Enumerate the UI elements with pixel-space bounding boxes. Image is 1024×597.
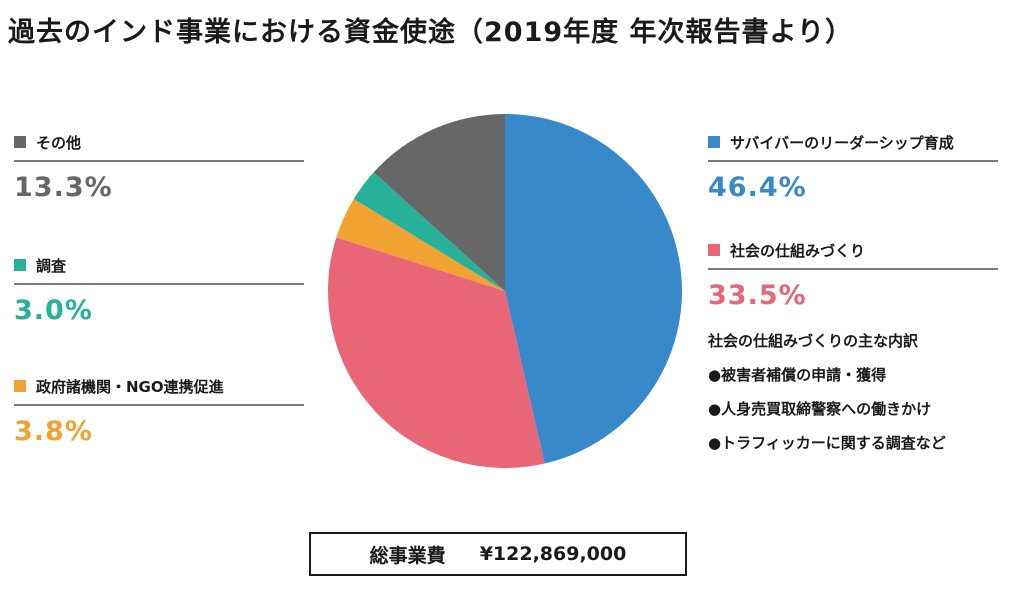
- legend-swatch-leadership: [708, 136, 720, 148]
- legend-entry-research: 調査 3.0%: [14, 253, 304, 326]
- legend-divider: [708, 160, 998, 162]
- legend-label-social-system: 社会の仕組みづくり: [730, 241, 866, 260]
- pie-slice-other: [373, 114, 505, 291]
- legend-swatch-other: [14, 136, 26, 148]
- total-cost-label: 総事業費: [369, 544, 446, 567]
- breakdown-title: 社会の仕組みづくりの主な内訳: [708, 332, 919, 350]
- pie-slice-leadership: [505, 114, 682, 464]
- legend-swatch-government: [14, 380, 26, 392]
- total-cost-amount: ¥122,869,000: [479, 543, 627, 565]
- legend-label-other: その他: [36, 133, 82, 152]
- legend-swatch-social-system: [708, 244, 720, 256]
- legend-label-government: 政府諸機関・NGO連携促進: [36, 377, 224, 396]
- legend-swatch-research: [14, 259, 26, 271]
- legend-entry-government: 政府諸機関・NGO連携促進 3.8%: [14, 374, 304, 447]
- breakdown-item: ●被害者補償の申請・獲得: [708, 366, 887, 384]
- legend-value-research: 3.0%: [14, 295, 93, 326]
- legend-divider: [14, 283, 304, 285]
- pie-slice-research: [353, 172, 505, 291]
- legend-value-social-system: 33.5%: [708, 280, 807, 311]
- legend-divider: [14, 404, 304, 406]
- legend-label-leadership: サバイバーのリーダーシップ育成: [730, 133, 954, 152]
- legend-entry-social-system: 社会の仕組みづくり 33.5%: [708, 238, 998, 311]
- legend-value-other: 13.3%: [14, 172, 113, 203]
- pie-slice-social-system: [327, 237, 545, 469]
- breakdown-item: ●人身売買取締警察への働きかけ: [708, 400, 932, 418]
- legend-entry-other: その他 13.3%: [14, 130, 304, 203]
- pie-chart: [327, 114, 682, 469]
- breakdown-list: 社会の仕組みづくりの主な内訳 ●被害者補償の申請・獲得 ●人身売買取締警察への働…: [708, 330, 1008, 466]
- legend-label-research: 調査: [36, 256, 67, 275]
- pie-slice-government: [336, 198, 505, 291]
- chart-title: 過去のインド事業における資金使途（2019年度 年次報告書より）: [8, 17, 854, 48]
- legend-divider: [708, 268, 998, 270]
- total-cost-box: 総事業費 ¥122,869,000: [309, 532, 687, 576]
- legend-entry-leadership: サバイバーのリーダーシップ育成 46.4%: [708, 130, 998, 203]
- legend-value-leadership: 46.4%: [708, 172, 807, 203]
- breakdown-item: ●トラフィッカーに関する調査など: [708, 434, 946, 452]
- legend-divider: [14, 160, 304, 162]
- legend-value-government: 3.8%: [14, 416, 93, 447]
